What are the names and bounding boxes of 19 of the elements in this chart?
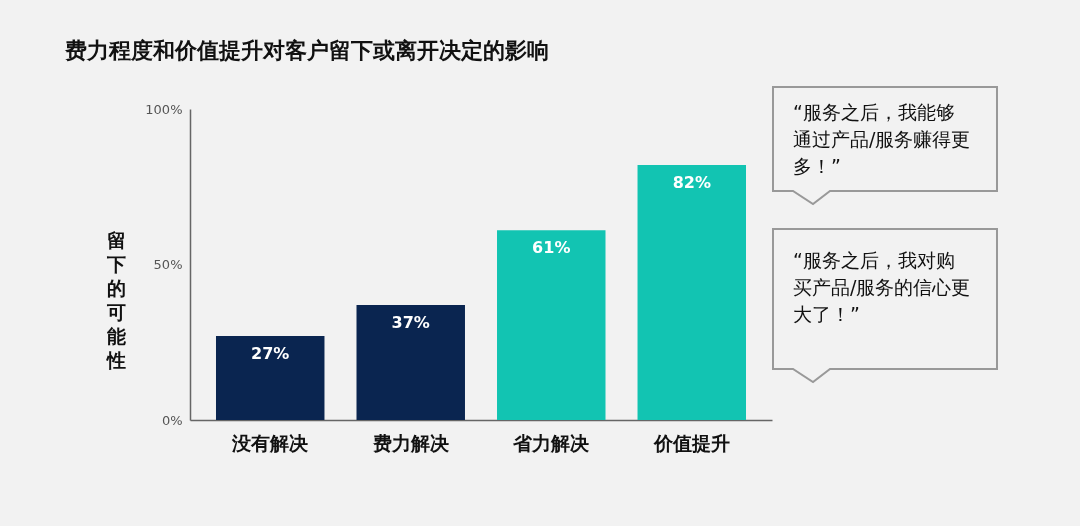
y-tick-label: 50%: [153, 257, 183, 272]
bar: [356, 304, 465, 420]
data-label: 27%: [251, 344, 290, 364]
data-label: 61%: [532, 238, 571, 258]
x-tick-label: 省力解决: [512, 431, 590, 454]
y-tick-label: 100%: [145, 101, 183, 117]
y-axis-title: 留下的可能性: [106, 228, 126, 371]
x-tick-label: 价值提升: [652, 431, 730, 454]
y-tick-label: 0%: [161, 412, 183, 428]
bar: [637, 164, 747, 420]
chart-title: 费力程度和价值提升对客户留下或离开决定的影响: [64, 38, 549, 63]
bar: [497, 230, 606, 420]
data-label: 37%: [391, 312, 430, 332]
x-tick-label: 没有解决: [231, 431, 309, 454]
x-tick-label: 费力解决: [371, 431, 449, 454]
data-label: 82%: [672, 172, 711, 192]
text: “服务之后，我能够通过产品/服务赚得更多！”: [793, 101, 971, 177]
text: “服务之后，我对购买产品/服务的信心更大了！”: [793, 249, 971, 325]
bar: [215, 336, 325, 420]
